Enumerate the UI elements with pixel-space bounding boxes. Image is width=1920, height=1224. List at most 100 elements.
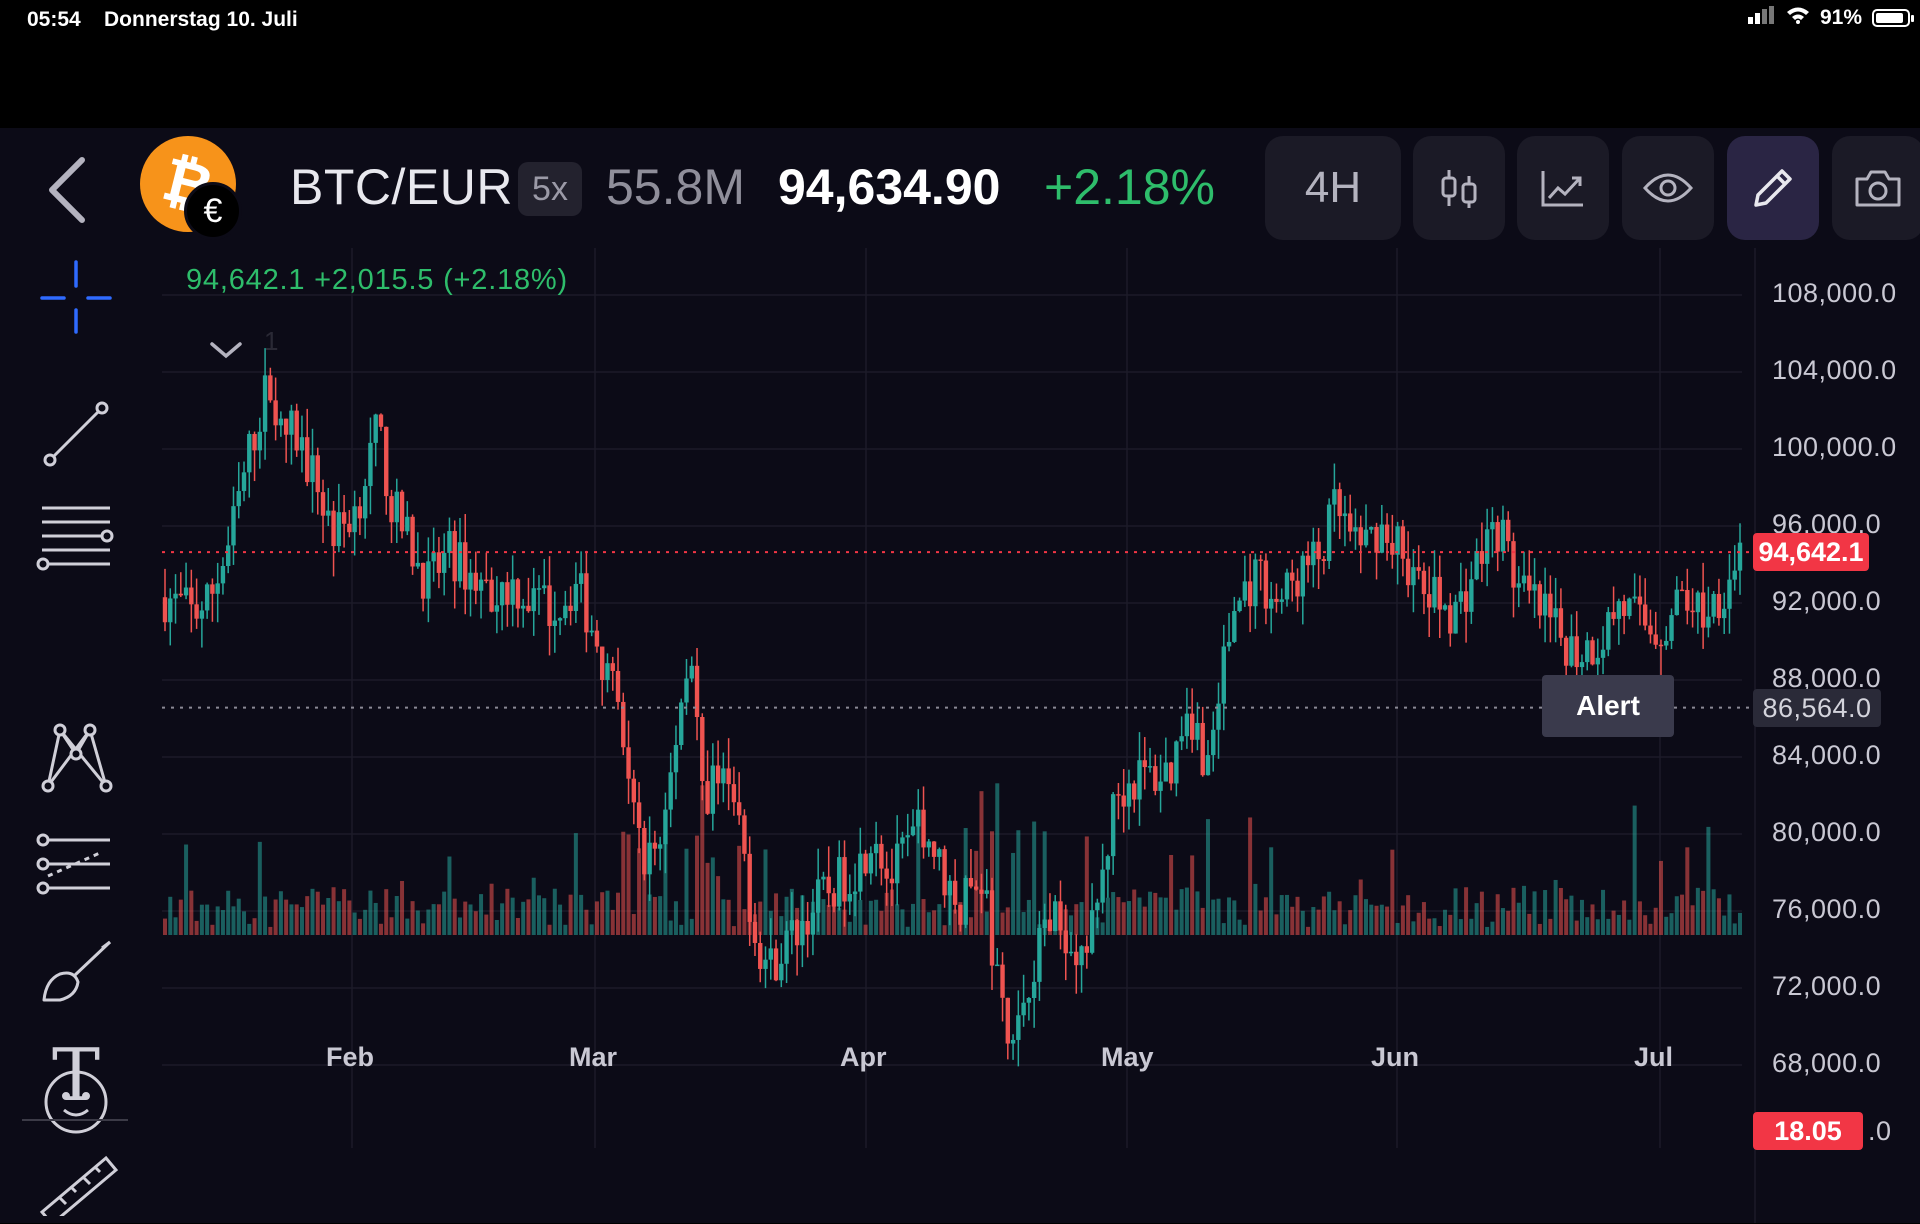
candle-body [726,768,731,785]
volume-bar [926,912,931,935]
candle-body [315,455,320,493]
volume-bar [900,909,905,935]
candle-body [1216,703,1221,730]
drawing-tools-button[interactable] [1727,136,1819,240]
volume-bar [800,895,805,935]
volume-bar [784,896,789,935]
candle-body [268,375,273,401]
candle-body [499,582,505,606]
volume-bar [937,904,942,935]
volume-bar [1047,925,1052,935]
candle-body [868,853,874,874]
candle-body [194,604,199,619]
timeframe-button[interactable]: 4H [1265,136,1401,240]
candle-body [1010,1039,1016,1044]
candle-body [441,552,447,573]
volume-bar [747,893,752,935]
volume-bar [974,850,979,935]
time-axis-label: Jun [1371,1042,1420,1072]
battery-percent: 91% [1819,6,1862,29]
volume-bar [1421,902,1426,935]
time-axis-label: Jul [1634,1042,1674,1072]
candle-body [1690,610,1695,613]
volume-bar [1253,883,1258,935]
volume-bar [378,923,383,935]
volume-bar [1595,919,1600,935]
volume-bar [853,891,858,935]
candle-body [168,598,173,623]
candle-body [299,437,305,451]
candle-body [526,605,531,612]
volume-bar [779,916,784,935]
volume-bar [1053,918,1058,935]
candle-body [663,809,668,845]
visibility-button[interactable] [1622,136,1714,240]
crosshair-tool[interactable] [30,252,122,344]
volume-bar [336,901,341,935]
volume-bar [1311,907,1316,935]
candle-body [1258,559,1263,561]
candle-body [1706,616,1711,628]
volume-bar [726,899,731,935]
text-tool[interactable]: T [30,1024,122,1116]
volume-bar [352,912,357,935]
volume-bar [1263,897,1268,935]
candle-body [689,665,694,679]
indicators-button[interactable] [1517,136,1609,240]
candle-body [1469,579,1474,612]
volume-bar [1342,924,1347,935]
price-chart[interactable] [0,128,1920,1223]
volume-bar [1037,924,1042,935]
volume-bar [721,899,726,935]
volume-bar [315,891,320,935]
candle-body [600,646,605,680]
volume-bar [789,888,794,935]
emoji-tool[interactable] [30,1070,122,1224]
collapse-legend-button[interactable] [206,336,246,364]
volume-bar [284,899,289,935]
candle-body [1037,928,1042,982]
candle-body [573,583,579,612]
volume-bar [600,892,605,935]
volume-bar [347,900,352,935]
fib-icon [36,833,110,895]
candle-body [1553,608,1558,618]
fib-tool[interactable] [30,818,122,910]
candle-body [1432,576,1437,608]
volume-bar [505,888,510,935]
volume-bar [979,791,984,935]
candle-body [863,853,868,874]
ruler-tool[interactable] [30,1128,122,1216]
volume-bar [1300,910,1305,935]
pattern-tool[interactable] [30,714,122,806]
volume-bar [1000,912,1005,935]
chart-type-button[interactable] [1413,136,1505,240]
back-button[interactable] [42,150,94,230]
candle-body [884,868,889,879]
brush-tool[interactable] [30,924,122,1016]
chart-header: ₿ € BTC/EUR 5x 55.8M 94,634.90 +2.18% 4H [0,128,1920,250]
pencil-icon [1754,169,1792,207]
candle-body [921,809,926,848]
volume-bar [953,909,958,935]
parallel-lines-tool[interactable] [30,488,122,580]
candle-body [1263,560,1269,609]
status-bar: 05:54 Donnerstag 10. Juli 91% [0,0,1920,128]
symbol-pair[interactable]: BTC/EUR [290,159,513,215]
volume-bar [805,923,810,935]
candle-body [1121,795,1126,807]
candle-body [1548,593,1553,618]
candle-body [1016,1015,1021,1040]
candle-body [668,772,673,810]
volume-bar [1284,894,1289,935]
volume-bar [1221,923,1226,935]
last-price: 94,634.90 [778,159,1001,215]
alert-button[interactable]: Alert [1542,675,1674,737]
volume-bar [1495,894,1500,935]
volume-bar [658,896,663,935]
volume-bar [1321,896,1326,935]
trend-line-tool[interactable] [30,388,122,480]
volume-bar [684,848,689,935]
candle-body [289,410,294,435]
screenshot-button[interactable] [1832,136,1920,240]
